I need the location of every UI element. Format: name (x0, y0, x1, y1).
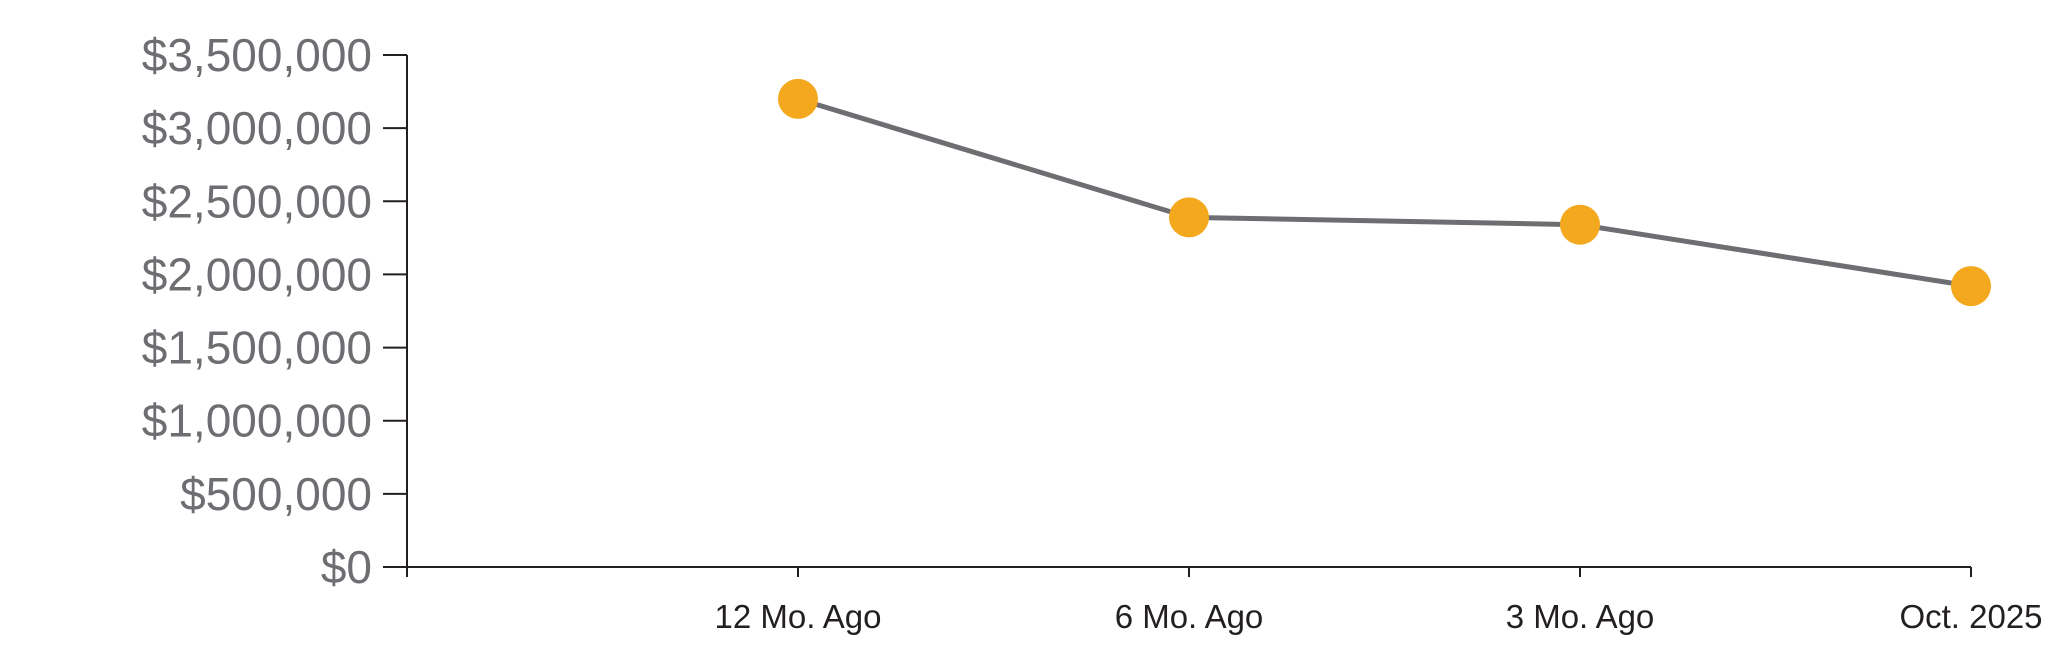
y-axis-group: $0 $500,000 $1,000,000 $1,500,000 $2,000,000… (142, 29, 408, 593)
data-point-marker (778, 78, 818, 119)
x-axis-group: 12 Mo. Ago 6 Mo. Ago 3 Mo. Ago Oct. 2025 (407, 566, 2043, 635)
y-tick-label: $3,000,000 (142, 102, 372, 154)
data-point-marker (1951, 266, 1991, 307)
x-tick-label: Oct. 2025 (1899, 598, 2042, 635)
y-tick-label: $500,000 (180, 468, 372, 520)
y-tick-label: $0 (321, 541, 372, 593)
x-tick-label: 6 Mo. Ago (1115, 598, 1264, 635)
y-tick-label: $1,500,000 (142, 322, 372, 374)
y-tick-label: $2,000,000 (142, 248, 372, 300)
y-tick-label: $3,500,000 (142, 29, 372, 81)
data-point-marker (1560, 204, 1600, 245)
y-tick-label: $2,500,000 (142, 175, 372, 227)
x-tick-label: 3 Mo. Ago (1506, 598, 1655, 635)
data-point-marker (1169, 197, 1209, 238)
y-tick-label: $1,000,000 (142, 395, 372, 447)
x-tick-label: 12 Mo. Ago (715, 598, 882, 635)
series-group (778, 78, 1991, 307)
series-line (797, 96, 1972, 289)
